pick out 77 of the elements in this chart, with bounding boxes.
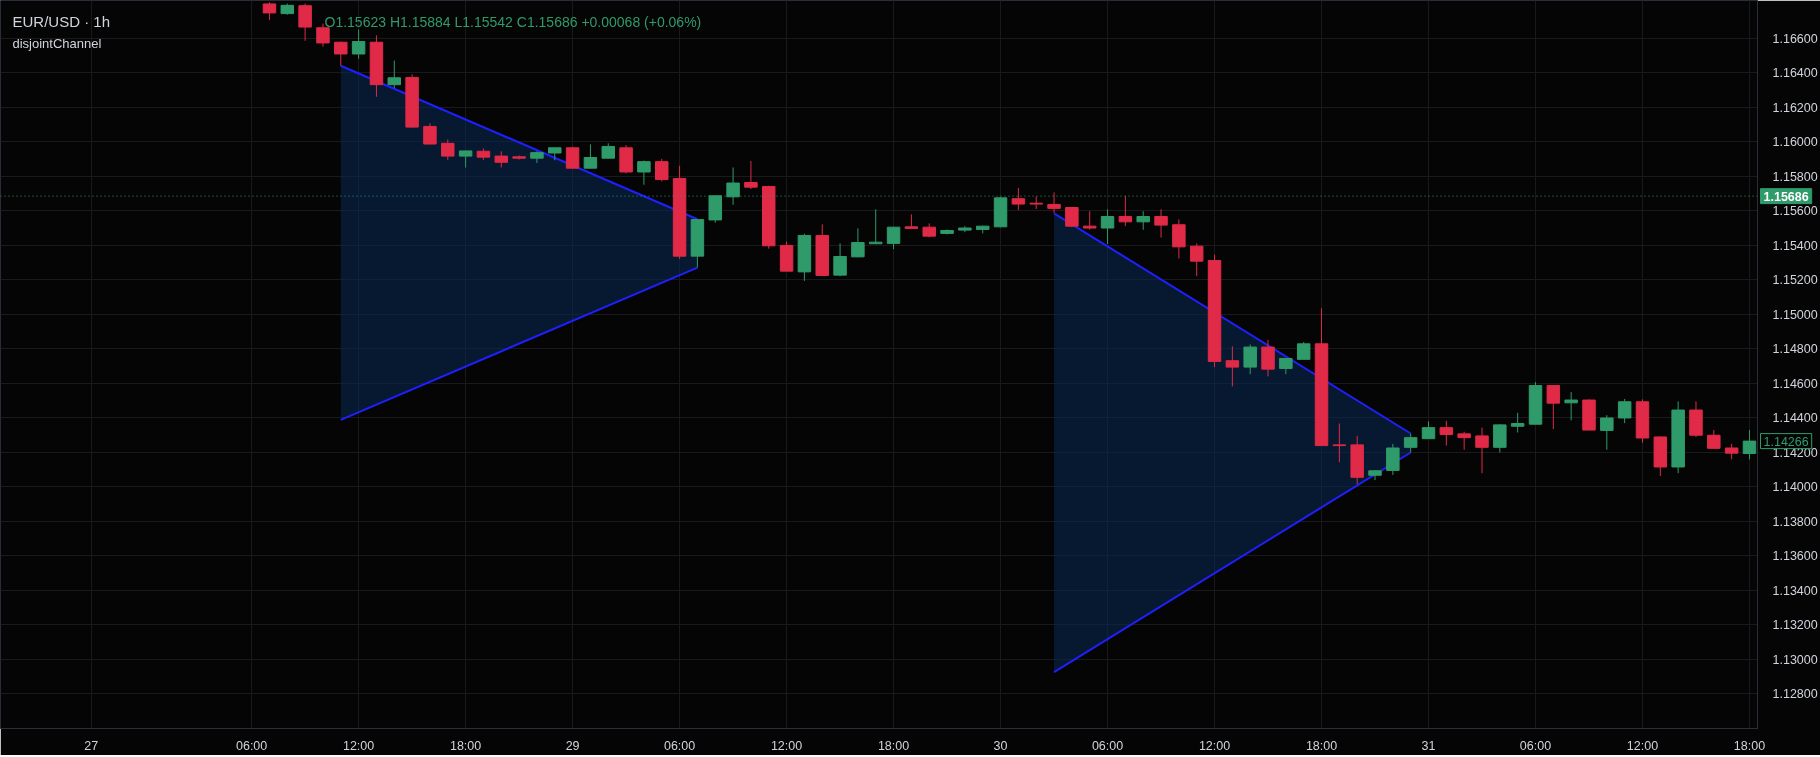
annotation: 1.14266	[1763, 434, 1809, 449]
candlestick	[1225, 345, 1240, 387]
candlestick	[1154, 208, 1168, 239]
y-tick-label: 1.14400	[1772, 411, 1818, 426]
candlestick	[387, 60, 402, 89]
candlestick	[1172, 218, 1186, 259]
y-tick-label: 1.14000	[1772, 480, 1818, 495]
y-tick-label: 1.15200	[1772, 273, 1818, 288]
y-tick-label: 1.15400	[1772, 238, 1818, 253]
y-tick-label: 1.15800	[1772, 169, 1818, 184]
x-tick-label: 30	[993, 738, 1008, 753]
candlestick	[1617, 398, 1632, 424]
candlestick	[1332, 423, 1347, 463]
y-tick-label: 1.16200	[1772, 100, 1818, 115]
x-tick-label: 18:00	[877, 738, 910, 753]
candlestick	[298, 3, 312, 42]
y-tick-label: 1.15000	[1772, 307, 1818, 322]
x-tick-label: 18:00	[1305, 738, 1338, 753]
candlestick	[1100, 208, 1115, 245]
candlestick	[1475, 427, 1489, 474]
candlestick	[351, 28, 366, 60]
x-tick-label: 12:00	[1198, 738, 1231, 753]
candlestick	[1011, 187, 1026, 211]
candlestick	[1510, 412, 1525, 433]
y-tick-label: 1.16400	[1772, 66, 1818, 81]
x-tick-label: 18:00	[449, 738, 482, 753]
candlestick	[1189, 242, 1204, 277]
candlestick	[1047, 192, 1061, 214]
candlestick	[1742, 429, 1757, 460]
candlestick	[1082, 210, 1097, 231]
y-tick-label: 1.16000	[1772, 135, 1818, 150]
ref-line-label: 1.15686	[1763, 189, 1809, 204]
candlestick	[512, 154, 526, 161]
candlestick	[1564, 391, 1578, 421]
candlestick	[655, 158, 669, 182]
x-tick-label: 06:00	[1519, 738, 1552, 753]
x-tick-label: 29	[565, 738, 580, 753]
x-tick-label: 12:00	[1626, 738, 1659, 753]
candlestick	[583, 143, 598, 170]
x-tick-label: 06:00	[663, 738, 696, 753]
x-tick-label: 06:00	[235, 738, 268, 753]
x-tick-label: 31	[1421, 738, 1436, 753]
candlestick	[441, 139, 455, 161]
y-tick-label: 1.13800	[1772, 514, 1818, 529]
y-tick-label: 1.14600	[1772, 376, 1818, 391]
candlestick	[1261, 339, 1275, 377]
y-tick-label: 1.13600	[1772, 549, 1818, 564]
candlestick	[1243, 343, 1257, 375]
x-tick-label: 18:00	[1733, 738, 1766, 753]
x-tick-label: 12:00	[342, 738, 375, 753]
candlestick	[1403, 433, 1418, 453]
candlestick	[833, 242, 847, 277]
y-tick-label: 1.13400	[1772, 583, 1818, 598]
y-tick-label: 1.12800	[1772, 687, 1818, 702]
candlestick	[1600, 414, 1614, 451]
candlestick	[637, 160, 651, 186]
y-tick-label: 1.13200	[1772, 618, 1818, 633]
annotation: disjointChannel	[12, 36, 102, 51]
candlestick	[423, 122, 437, 145]
candlestick	[744, 160, 758, 190]
x-tick-label: 27	[84, 738, 99, 753]
candlestick	[1136, 210, 1150, 231]
candlestick	[1386, 443, 1400, 476]
candlestick	[334, 41, 348, 67]
candlestick	[1439, 420, 1454, 447]
y-tick-label: 1.13000	[1772, 653, 1818, 667]
text: O1.15623 H1.15884 L1.15542 C1.15686 +0.00068 (+0.06%)	[324, 13, 702, 30]
candlestick	[851, 227, 865, 258]
x-tick-label: 06:00	[1091, 738, 1124, 753]
x-tick-label: 12:00	[770, 738, 803, 753]
y-tick-label: 1.15600	[1772, 204, 1818, 219]
candlestick	[1493, 423, 1507, 453]
y-tick-label: 1.14800	[1772, 342, 1818, 357]
text: EUR/USD · 1h	[12, 13, 111, 30]
candlestick	[1118, 195, 1133, 227]
y-tick-label: 1.16600	[1772, 31, 1818, 46]
candlestick	[1546, 385, 1561, 430]
